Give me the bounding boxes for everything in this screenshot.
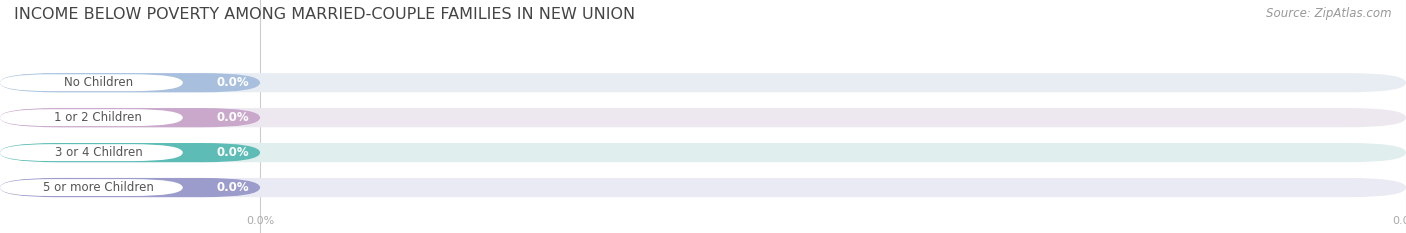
Text: 0.0%: 0.0% bbox=[217, 181, 249, 194]
FancyBboxPatch shape bbox=[0, 179, 183, 196]
FancyBboxPatch shape bbox=[0, 143, 1406, 162]
FancyBboxPatch shape bbox=[0, 178, 260, 197]
FancyBboxPatch shape bbox=[0, 143, 260, 162]
Text: 5 or more Children: 5 or more Children bbox=[44, 181, 153, 194]
Text: INCOME BELOW POVERTY AMONG MARRIED-COUPLE FAMILIES IN NEW UNION: INCOME BELOW POVERTY AMONG MARRIED-COUPL… bbox=[14, 7, 636, 22]
Text: 0.0%: 0.0% bbox=[246, 216, 274, 226]
FancyBboxPatch shape bbox=[0, 108, 260, 127]
Text: 0.0%: 0.0% bbox=[217, 111, 249, 124]
Text: 0.0%: 0.0% bbox=[1392, 216, 1406, 226]
Text: 1 or 2 Children: 1 or 2 Children bbox=[55, 111, 142, 124]
FancyBboxPatch shape bbox=[0, 73, 1406, 92]
Text: No Children: No Children bbox=[63, 76, 134, 89]
FancyBboxPatch shape bbox=[0, 109, 183, 126]
FancyBboxPatch shape bbox=[0, 73, 260, 92]
Text: 0.0%: 0.0% bbox=[217, 146, 249, 159]
FancyBboxPatch shape bbox=[0, 144, 183, 161]
FancyBboxPatch shape bbox=[0, 178, 1406, 197]
FancyBboxPatch shape bbox=[0, 108, 1406, 127]
Text: 0.0%: 0.0% bbox=[217, 76, 249, 89]
Text: 3 or 4 Children: 3 or 4 Children bbox=[55, 146, 142, 159]
FancyBboxPatch shape bbox=[0, 74, 183, 91]
Text: Source: ZipAtlas.com: Source: ZipAtlas.com bbox=[1267, 7, 1392, 20]
